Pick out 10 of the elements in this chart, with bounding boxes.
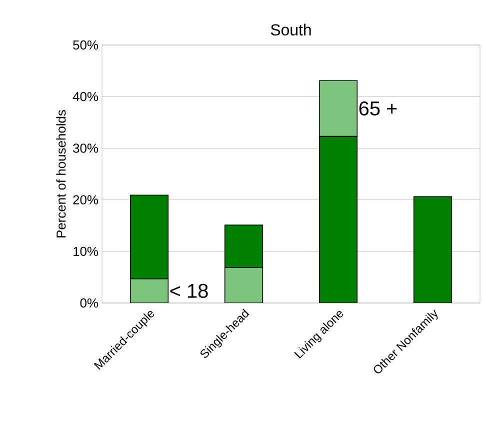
y-tick-label: 40% [72, 92, 98, 102]
chart-title: South [270, 24, 311, 36]
y-tick-label: 20% [73, 195, 98, 204]
y-tick-label: 10% [74, 246, 98, 256]
y-tick-label: 50% [73, 40, 98, 50]
y-axis-title: Percent of households [56, 110, 66, 238]
series-label: < 18 [170, 284, 208, 298]
y-tick-label: 30% [73, 144, 98, 153]
y-tick-label: 0% [80, 298, 98, 308]
series-label: 65 + [359, 101, 397, 116]
